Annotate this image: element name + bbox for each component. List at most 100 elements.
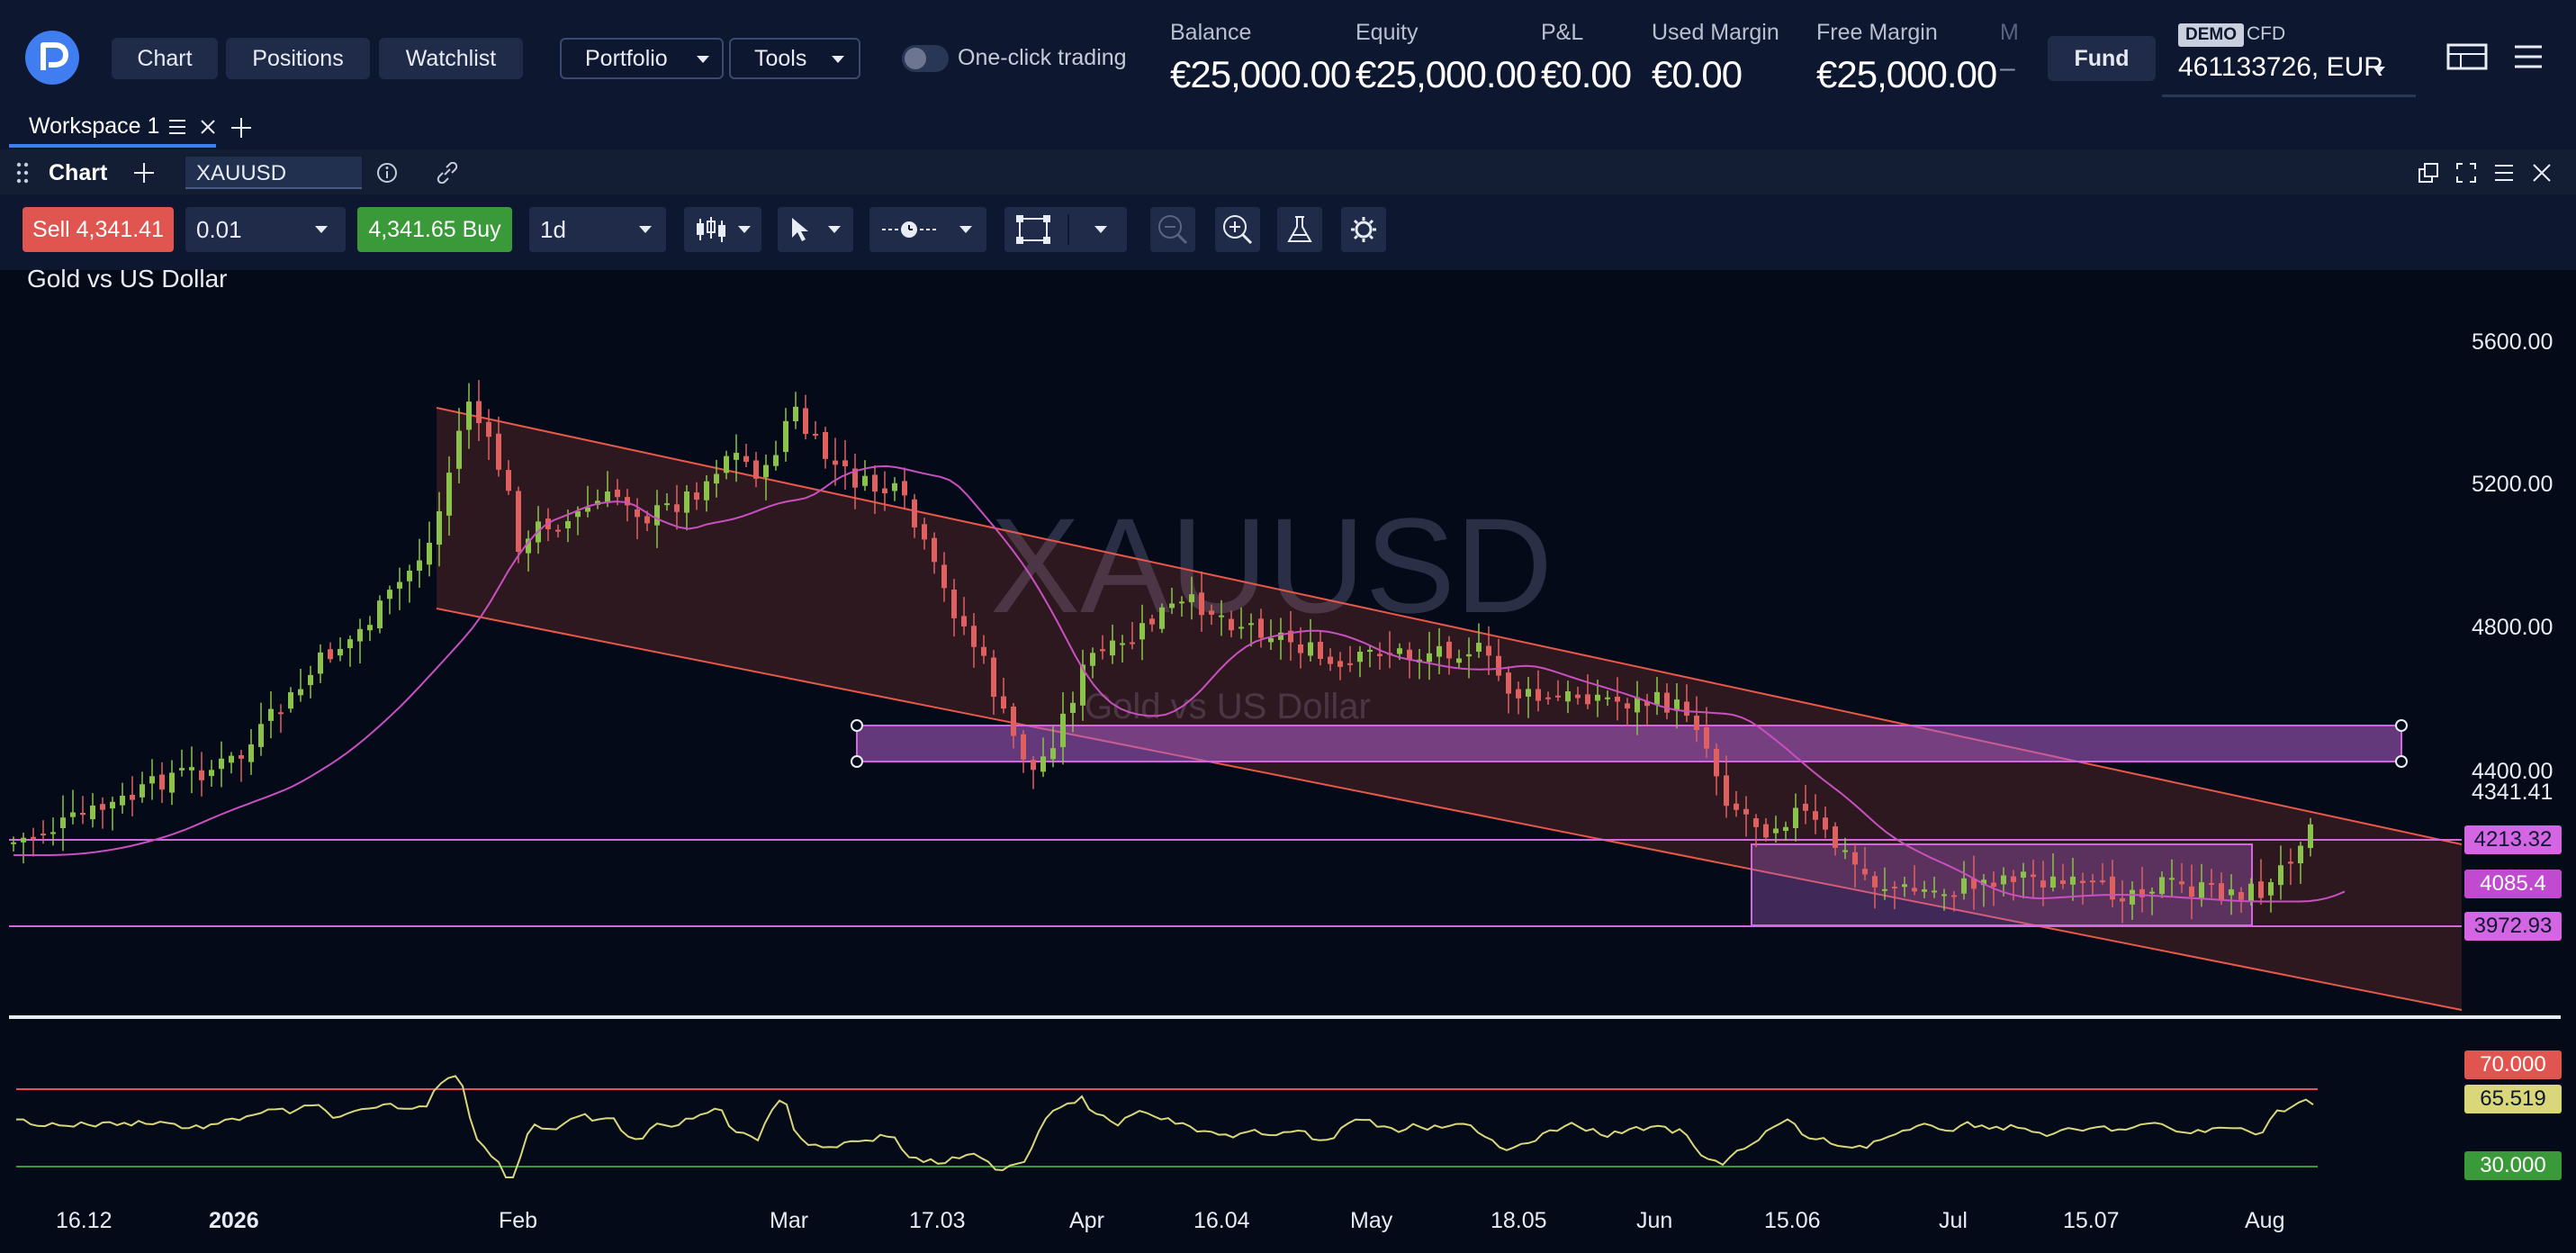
hamburger-menu-icon[interactable] — [2513, 43, 2544, 70]
candle-body — [1298, 644, 1303, 654]
nav-tab-positions[interactable]: Positions — [226, 38, 370, 79]
candlestick-series — [11, 380, 2313, 924]
candle-body — [2031, 874, 2036, 878]
symbol-input[interactable]: XAUUSD — [185, 157, 362, 189]
candle-body — [50, 832, 56, 834]
candle-body — [179, 768, 185, 771]
date-axis-label: Aug — [2245, 1208, 2285, 1233]
candle-body — [882, 488, 887, 494]
candle-body — [981, 646, 986, 656]
candle-body — [1040, 756, 1046, 772]
candle-body — [1862, 869, 1868, 875]
channel-lower-line[interactable] — [436, 608, 2463, 1011]
panel-menu-icon[interactable] — [2493, 163, 2515, 183]
portfolio-menu[interactable]: Portfolio — [560, 38, 724, 79]
price-axis-label: 4800.00 — [2472, 615, 2553, 640]
supply-zone-rectangle[interactable] — [856, 725, 2402, 762]
info-icon[interactable] — [376, 162, 398, 184]
stat-label: Used Margin — [1652, 20, 1779, 45]
maximize-icon[interactable] — [2455, 162, 2477, 184]
candle-body — [476, 401, 482, 424]
candle-body — [1704, 726, 1709, 749]
candle-body — [773, 455, 779, 466]
zoom-in-button[interactable] — [1215, 207, 1260, 252]
app-logo-icon[interactable] — [25, 31, 79, 85]
buy-price: 4,341.65 — [368, 216, 456, 242]
sell-button[interactable]: Sell 4,341.41 — [23, 207, 174, 252]
zoom-out-button[interactable] — [1150, 207, 1195, 252]
candle-body — [437, 510, 442, 545]
range-box[interactable] — [1751, 843, 2253, 926]
candle-body — [724, 455, 729, 473]
candle-body — [2288, 861, 2293, 864]
channel-upper-line[interactable] — [436, 407, 2463, 845]
close-icon[interactable] — [200, 119, 216, 135]
candle-body — [1199, 592, 1204, 616]
candle-body — [2199, 882, 2204, 899]
candle-body — [248, 744, 254, 762]
close-panel-icon[interactable] — [2531, 162, 2553, 184]
candle-body — [585, 507, 590, 512]
tools-menu-label: Tools — [754, 45, 807, 71]
timeframe-select[interactable]: 1d — [529, 207, 666, 252]
level-label-3972[interactable]: 3972.93 — [2464, 912, 2562, 941]
chart-settings-button[interactable] — [1341, 207, 1386, 252]
horizontal-line-tool-select[interactable] — [869, 207, 986, 252]
drag-handle-icon[interactable] — [16, 162, 29, 184]
workspace-tabs: Workspace 1 — [0, 106, 2576, 149]
candle-body — [1120, 643, 1125, 645]
candle-body — [674, 504, 680, 512]
popout-icon[interactable] — [2418, 162, 2439, 184]
candle-body — [2159, 877, 2165, 895]
candle-body — [922, 524, 927, 540]
candle-body — [1595, 694, 1600, 701]
indicators-button[interactable] — [1277, 207, 1322, 252]
list-icon[interactable] — [167, 117, 187, 137]
candle-body — [852, 468, 858, 488]
candle-body — [140, 784, 145, 798]
candle-body — [1664, 692, 1670, 713]
candle-body — [1833, 826, 1838, 848]
level-label-4213[interactable]: 4213.32 — [2464, 825, 2562, 854]
add-workspace-icon[interactable] — [230, 117, 252, 139]
candle-body — [1149, 618, 1155, 625]
account-selector[interactable]: DEMO CFD 461133726, EUR — [2162, 18, 2416, 97]
nav-tab-watchlist[interactable]: Watchlist — [379, 38, 523, 79]
candle-body — [2090, 880, 2095, 883]
workspace-tab[interactable]: Workspace 1 — [9, 106, 216, 148]
zone-handle[interactable] — [851, 719, 863, 732]
zone-handle[interactable] — [2395, 755, 2408, 768]
zone-handle[interactable] — [851, 755, 863, 768]
chart-type-select[interactable] — [684, 207, 761, 252]
nav-tab-chart[interactable]: Chart — [112, 38, 218, 79]
price-chart[interactable]: XAUUSD Gold vs US Dollar — [0, 270, 2576, 1253]
candle-body — [1585, 694, 1590, 705]
panel-title: Chart — [49, 160, 108, 185]
candle-body — [1437, 645, 1442, 657]
one-click-trading-toggle[interactable] — [902, 45, 949, 72]
candle-body — [1892, 887, 1897, 889]
candle-body — [417, 560, 422, 571]
link-icon[interactable] — [436, 162, 459, 184]
candle-body — [1763, 824, 1769, 838]
candle-body — [991, 657, 996, 698]
quantity-select[interactable]: 0.01 — [185, 207, 346, 252]
date-axis-label: 18.05 — [1491, 1208, 1547, 1233]
fund-button[interactable]: Fund — [2048, 36, 2156, 81]
zone-handle[interactable] — [2395, 719, 2408, 732]
candle-body — [734, 453, 739, 460]
cursor-tool-select[interactable] — [778, 207, 853, 252]
candle-body — [743, 455, 749, 463]
candle-body — [595, 500, 600, 505]
one-click-trading-label: One-click trading — [958, 45, 1127, 70]
shape-tool-select[interactable] — [1004, 207, 1127, 252]
candle-body — [1169, 603, 1175, 608]
candle-body — [367, 625, 373, 631]
candle-body — [1318, 641, 1323, 660]
buy-button[interactable]: 4,341.65 Buy — [357, 207, 512, 252]
descending-channel[interactable] — [437, 408, 2462, 1010]
candle-body — [1268, 637, 1274, 643]
tools-menu[interactable]: Tools — [729, 38, 860, 79]
layout-icon[interactable] — [2446, 41, 2488, 72]
add-chart-icon[interactable] — [133, 162, 155, 184]
